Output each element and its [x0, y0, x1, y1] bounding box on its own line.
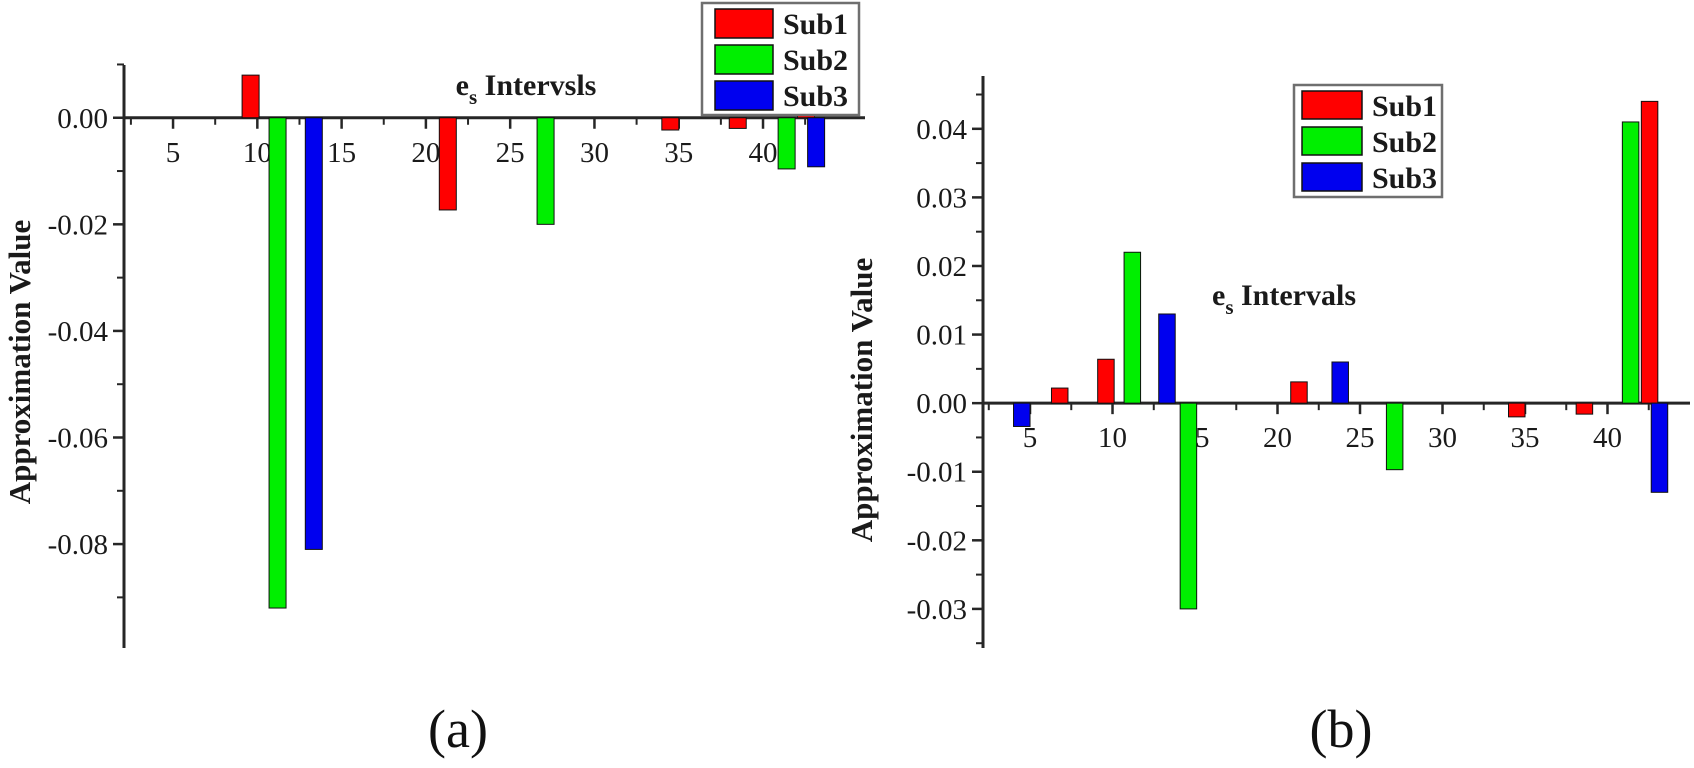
y-tick-label: 0.00: [916, 388, 967, 420]
x-tick-label: 20: [411, 137, 440, 169]
y-tick-label: 0.01: [916, 320, 967, 352]
x-tick-label: 25: [496, 137, 525, 169]
bar-sub1: [241, 74, 260, 119]
y-tick-label: -0.02: [907, 525, 967, 557]
bar-sub1: [1640, 100, 1659, 404]
bar-sub2: [268, 117, 287, 609]
bar-sub1: [438, 117, 457, 211]
chart-panel-a: 0.00 -0.02 -0.04 -0.06 -0.08 5 10 15 20 25 30 35 40 e…: [2, 1, 865, 648]
chart-title: es Intervsls: [456, 69, 597, 109]
y-tick-label: -0.06: [48, 423, 108, 455]
bar-sub1: [661, 117, 680, 131]
legend-label: Sub2: [783, 44, 848, 77]
bar-sub3: [807, 117, 826, 168]
y-tick-label: 0.00: [57, 103, 108, 135]
x-tick-label: 35: [1511, 422, 1540, 454]
legend-label: Sub3: [783, 80, 848, 113]
legend-swatch-sub1: [714, 8, 774, 39]
bar-sub3: [304, 117, 323, 550]
legend-swatch-sub1: [1301, 90, 1363, 120]
bar-sub2: [1123, 251, 1142, 404]
x-tick-label: 30: [1428, 422, 1457, 454]
legend-item: Sub2: [714, 44, 848, 77]
legend-item: Sub3: [714, 80, 848, 113]
bar-sub1: [728, 117, 747, 129]
panel-caption-b: (b): [1309, 699, 1373, 759]
y-tick-label: -0.03: [907, 594, 967, 626]
bar-sub3: [1331, 361, 1349, 404]
legend-swatch-sub2: [1301, 126, 1363, 156]
chart-title: es Intervals: [1212, 279, 1356, 319]
legend-label: Sub3: [1372, 162, 1437, 195]
y-tick-label: -0.02: [48, 209, 108, 241]
x-tick-label: 40: [749, 137, 778, 169]
x-tick-label: 40: [1593, 422, 1622, 454]
bar-sub2: [536, 117, 555, 225]
x-tick-label: 15: [327, 137, 356, 169]
bar-sub1: [1575, 402, 1594, 415]
x-tick-label: 10: [243, 137, 272, 169]
y-tick-label: -0.04: [48, 316, 109, 348]
bar-sub1: [1508, 402, 1526, 418]
bar-sub1: [1290, 381, 1308, 404]
y-axis-label: Approximation Value: [850, 258, 879, 543]
legend-item: Sub3: [1301, 162, 1437, 195]
x-tick-label: 5: [166, 137, 181, 169]
x-tick-label: 35: [664, 137, 693, 169]
legend-label: Sub2: [1372, 126, 1437, 159]
y-tick-label: 0.03: [916, 182, 967, 214]
y-tick-label: -0.08: [48, 529, 108, 561]
bar-sub2: [1385, 402, 1404, 471]
x-tick-label: 25: [1346, 422, 1375, 454]
chart-panel-b: 0.040.030.020.010.00-0.01-0.02-0.0351015…: [850, 76, 1690, 648]
x-tick-label: 10: [1098, 422, 1127, 454]
legend-swatch-sub3: [714, 80, 774, 111]
y-tick-label: 0.02: [916, 251, 967, 283]
bar-sub2: [1621, 121, 1640, 404]
bar-sub1: [1050, 387, 1069, 404]
bar-sub1: [1097, 358, 1115, 404]
bar-sub3: [1650, 402, 1669, 493]
panel-caption-a: (a): [428, 699, 488, 759]
x-tick-label: 30: [580, 137, 609, 169]
y-tick-label: 0.04: [916, 114, 967, 146]
legend-swatch-sub3: [1301, 162, 1363, 192]
legend-label: Sub1: [783, 8, 848, 41]
y-axis-label: Approximation Value: [2, 220, 37, 505]
legend-item: Sub2: [1301, 126, 1437, 159]
x-tick-label: 20: [1263, 422, 1292, 454]
legend-item: Sub1: [714, 8, 848, 41]
bar-sub3: [1158, 313, 1176, 404]
legend-label: Sub1: [1372, 90, 1437, 123]
bar-sub3: [1013, 402, 1031, 427]
y-tick-label: -0.01: [907, 457, 967, 489]
bar-sub2: [1179, 402, 1198, 610]
legend-swatch-sub2: [714, 44, 774, 75]
bar-sub2: [777, 117, 796, 170]
legend-item: Sub1: [1301, 90, 1437, 123]
x-tick-label: 5: [1023, 422, 1038, 454]
